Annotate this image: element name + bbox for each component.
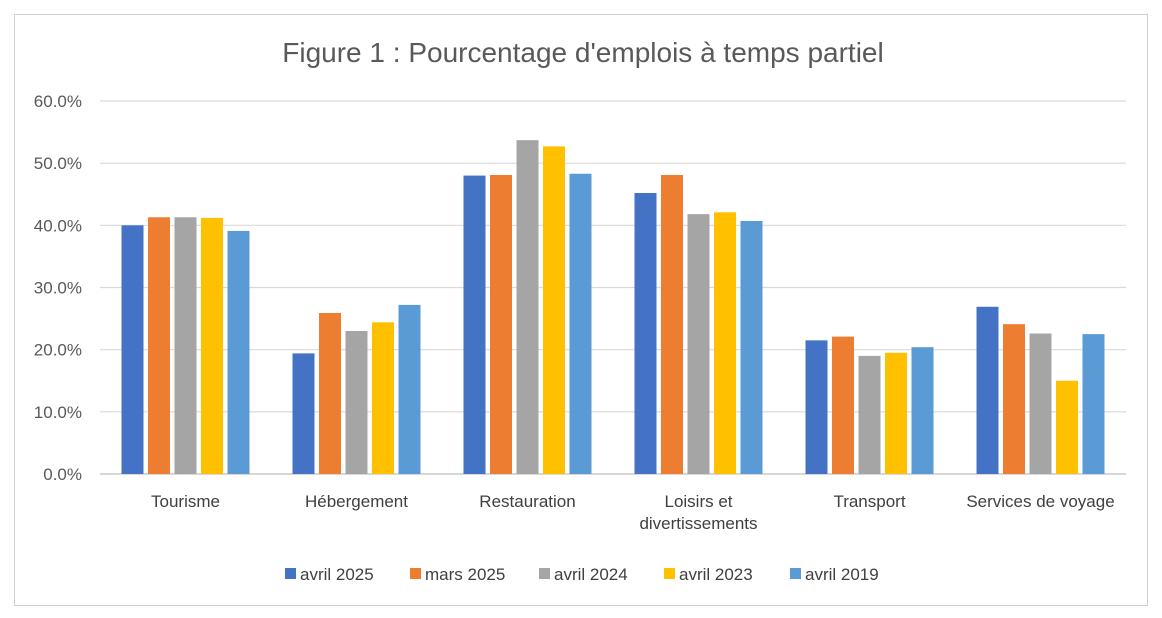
y-tick-label: 0.0% [43,465,82,484]
x-category-label: Hébergement [305,492,408,511]
bar [174,217,197,475]
x-category-label: Transport [833,492,905,511]
bar [516,140,539,475]
x-category-label: Loisirs et divertissements [639,492,757,533]
bar [227,230,250,474]
legend-label: avril 2025 [300,565,374,584]
bar [543,146,565,475]
y-tick-label: 50.0% [34,154,82,173]
bar [372,322,394,474]
x-axis-categories: Tourisme Hébergement Restauration Loisirs e… [151,492,1115,533]
legend-label: avril 2024 [554,565,628,584]
bar [805,340,828,474]
bar [1056,380,1078,474]
bar [634,193,657,475]
y-tick-label: 60.0% [34,92,82,111]
y-axis-ticks: 0.0% 10.0% 20.0% 30.0% 40.0% 50.0% 60.0% [34,92,82,484]
bar [858,355,881,474]
bar [345,331,368,474]
bar [1029,333,1052,474]
bar [121,225,144,474]
bar [885,352,907,474]
y-tick-label: 40.0% [34,216,82,235]
x-category-label: Restauration [479,492,575,511]
bar [832,336,854,474]
bar [398,304,421,474]
bar [201,217,223,474]
bar [740,220,763,474]
legend-swatch [285,568,296,579]
legend-swatch [790,568,801,579]
bar [569,173,592,475]
bar [1003,324,1025,474]
y-tick-label: 20.0% [34,341,82,360]
legend-swatch [664,568,675,579]
bar [148,217,170,475]
bar [687,214,710,475]
bar [490,174,512,474]
y-tick-label: 30.0% [34,279,82,298]
bar [661,174,683,474]
bar [1082,334,1105,474]
bar [319,312,341,474]
legend-swatch [410,568,421,579]
legend-label: avril 2019 [805,565,879,584]
legend-label: mars 2025 [425,565,505,584]
bar [714,212,736,475]
x-category-label: Services de voyage [966,492,1114,511]
legend-swatch [539,568,550,579]
bar [292,353,315,474]
bar [911,347,934,474]
bar [463,175,486,474]
bars [121,140,1105,475]
gridlines [100,100,1126,475]
bar [976,306,999,474]
chart-title: Figure 1 : Pourcentage d'emplois à temps… [282,37,883,68]
legend: avril 2025 mars 2025 avril 2024 avril 2023 a… [285,565,879,584]
legend-label: avril 2023 [679,565,753,584]
x-category-label: Tourisme [151,492,220,511]
y-tick-label: 10.0% [34,403,82,422]
